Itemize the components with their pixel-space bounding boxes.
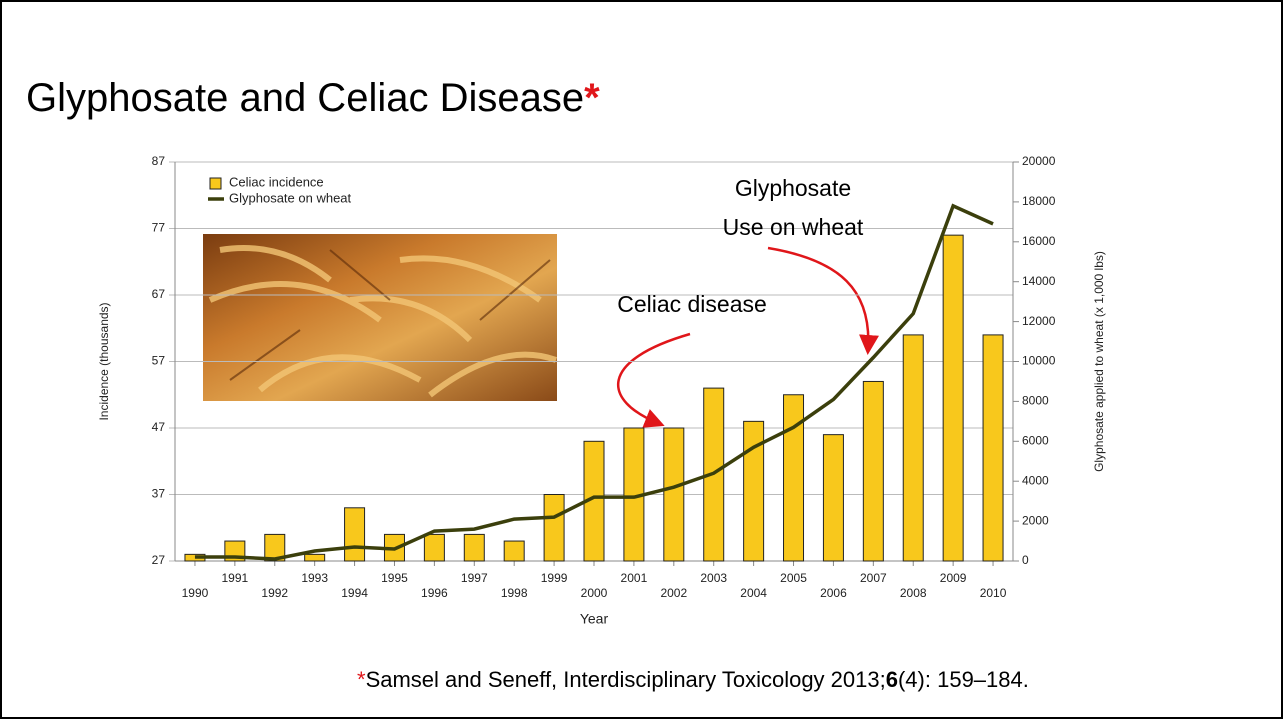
x-tick-label: 2003 <box>700 571 727 585</box>
y-tick-label: 67 <box>152 287 166 301</box>
y2-tick-label: 20000 <box>1022 154 1056 168</box>
bar <box>463 533 485 562</box>
x-tick-label: 1993 <box>301 571 328 585</box>
arrow <box>767 246 879 355</box>
footnote-marker: * <box>357 667 366 692</box>
legend-label: Celiac incidence <box>229 174 324 189</box>
footnote-text: Samsel and Seneff, Interdisciplinary Tox… <box>366 667 886 692</box>
footnote: *Samsel and Seneff, Interdisciplinary To… <box>357 667 1029 692</box>
bar <box>822 434 844 562</box>
x-tick-label: 2006 <box>820 586 847 600</box>
bar <box>902 334 924 562</box>
annotation: Use on wheat <box>723 214 864 240</box>
y-axis-label: Incidence (thousands) <box>97 302 111 420</box>
title-marker: * <box>584 76 600 120</box>
y2-tick-label: 10000 <box>1022 354 1056 368</box>
y2-tick-label: 2000 <box>1022 513 1049 527</box>
x-tick-label: 1995 <box>381 571 408 585</box>
bar <box>344 507 366 562</box>
bar <box>743 420 765 562</box>
bar <box>264 533 286 562</box>
y2-tick-label: 6000 <box>1022 433 1049 447</box>
bar <box>862 380 884 562</box>
x-tick-label: 2005 <box>780 571 807 585</box>
slide-title: Glyphosate and Celiac Disease* <box>26 76 600 120</box>
bar <box>942 234 964 562</box>
bar <box>543 494 565 562</box>
x-axis-label: Year <box>580 611 609 627</box>
annotation: Celiac disease <box>617 291 767 317</box>
arrow <box>617 332 691 428</box>
y2-tick-label: 0 <box>1022 553 1029 567</box>
x-tick-label: 1999 <box>541 571 568 585</box>
y2-tick-label: 4000 <box>1022 473 1049 487</box>
y2-axis-label: Glyphosate applied to wheat (x 1,000 lbs… <box>1092 251 1106 472</box>
title-text: Glyphosate and Celiac Disease <box>26 76 584 120</box>
y2-tick-label: 8000 <box>1022 394 1049 408</box>
x-tick-label: 1996 <box>421 586 448 600</box>
annotation: Glyphosate <box>735 175 851 201</box>
wheat-photo <box>203 234 558 401</box>
bar <box>663 427 685 562</box>
x-tick-label: 2000 <box>581 586 608 600</box>
bar <box>982 334 1004 562</box>
footnote-bold: 6 <box>886 667 898 692</box>
x-tick-label: 2004 <box>740 586 767 600</box>
y2-tick-label: 18000 <box>1022 194 1056 208</box>
legend-swatch <box>209 177 222 190</box>
y-tick-label: 57 <box>152 354 166 368</box>
x-tick-label: 1992 <box>261 586 288 600</box>
x-tick-label: 1997 <box>461 571 488 585</box>
bar <box>423 533 445 562</box>
bar <box>304 553 326 562</box>
y-tick-label: 27 <box>152 553 166 567</box>
x-tick-label: 1998 <box>501 586 528 600</box>
x-tick-label: 2009 <box>940 571 967 585</box>
y2-tick-label: 16000 <box>1022 234 1056 248</box>
y-tick-label: 37 <box>152 487 166 501</box>
x-tick-label: 2001 <box>621 571 648 585</box>
x-tick-label: 2007 <box>860 571 887 585</box>
bar <box>783 394 805 562</box>
line <box>194 203 994 561</box>
x-tick-label: 2008 <box>900 586 927 600</box>
x-tick-label: 1991 <box>222 571 249 585</box>
x-tick-label: 2010 <box>980 586 1007 600</box>
y-tick-label: 77 <box>152 221 166 235</box>
y-tick-label: 87 <box>152 154 166 168</box>
y-tick-label: 47 <box>152 420 166 434</box>
footnote-text: (4): 159–184. <box>898 667 1029 692</box>
y2-tick-label: 12000 <box>1022 314 1056 328</box>
x-tick-label: 2002 <box>660 586 687 600</box>
y2-tick-label: 14000 <box>1022 274 1056 288</box>
legend-label: Glyphosate on wheat <box>229 190 352 205</box>
x-tick-label: 1994 <box>341 586 368 600</box>
bar <box>503 540 525 562</box>
x-tick-label: 1990 <box>182 586 209 600</box>
